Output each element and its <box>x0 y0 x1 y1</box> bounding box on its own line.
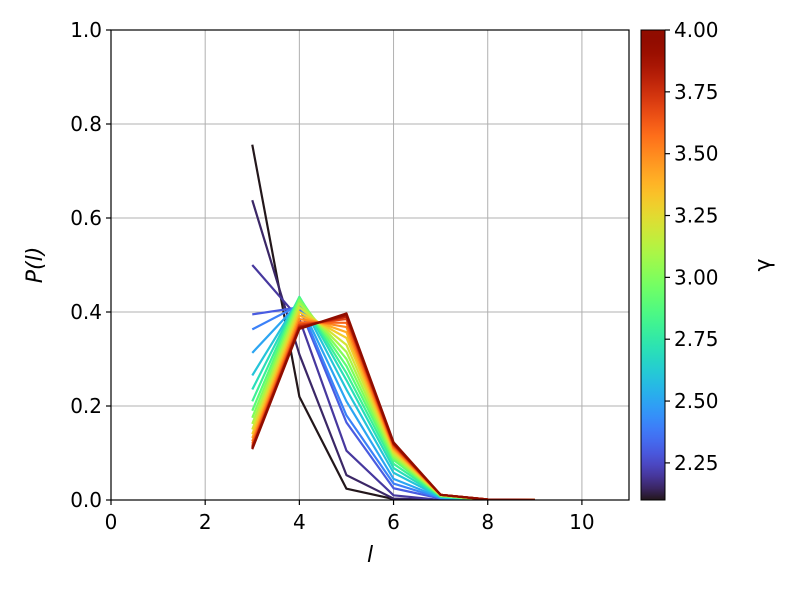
colorbar <box>640 29 666 501</box>
colorbar-tick-label: 3.25 <box>674 204 719 228</box>
x-axis-ticks: 0 2 4 6 8 10 <box>105 500 595 534</box>
series-line <box>251 302 535 500</box>
y-tick-label: 0.2 <box>70 394 102 418</box>
y-tick-label: 0.0 <box>70 488 102 512</box>
colorbar-tick-label: 3.50 <box>674 142 719 166</box>
colorbar-tick-label: 2.25 <box>674 451 719 475</box>
y-tick-label: 0.4 <box>70 300 102 324</box>
series-line <box>251 199 535 500</box>
x-tick-label: 4 <box>293 510 306 534</box>
colorbar-tick-label: 4.00 <box>674 18 719 42</box>
x-tick-label: 8 <box>481 510 494 534</box>
y-tick-label: 0.8 <box>70 112 102 136</box>
x-tick-label: 6 <box>387 510 400 534</box>
y-tick-label: 1.0 <box>70 18 102 42</box>
series-line <box>251 296 535 500</box>
x-tick-label: 10 <box>569 510 594 534</box>
colorbar-tick-label: 3.00 <box>674 265 719 289</box>
series-line <box>251 299 535 500</box>
y-tick-label: 0.6 <box>70 206 102 230</box>
colorbar-tick-label: 2.75 <box>674 327 719 351</box>
x-tick-label: 2 <box>199 510 212 534</box>
x-tick-label: 0 <box>105 510 118 534</box>
colorbar-tick-label: 2.50 <box>674 389 719 413</box>
colorbar-ticks: 2.25 2.50 2.75 3.00 3.25 3.50 3.75 4.00 <box>665 18 719 475</box>
plot-frame <box>110 29 630 501</box>
y-axis-ticks: 0.0 0.2 0.4 0.6 0.8 1.0 <box>70 18 111 512</box>
colorbar-label: γ <box>751 258 776 271</box>
y-axis-label: P(l) <box>23 247 48 284</box>
colorbar-tick-label: 3.75 <box>674 80 719 104</box>
x-axis-label: l <box>367 543 373 568</box>
